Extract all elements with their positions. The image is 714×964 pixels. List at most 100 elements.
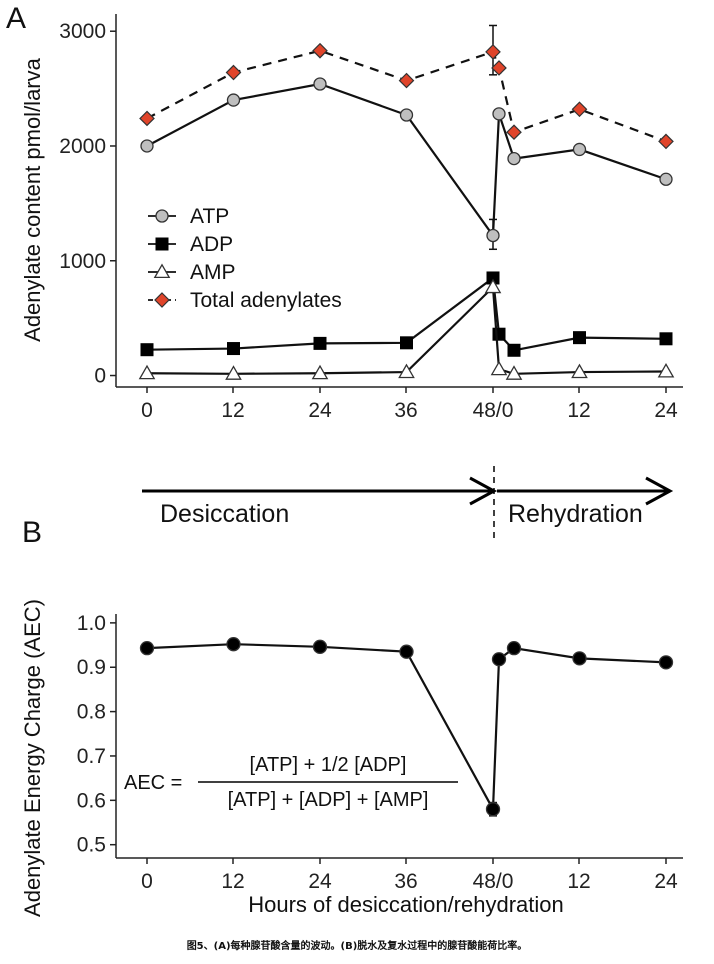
data-point xyxy=(505,365,523,380)
panel-b: B 0.5 0.6 0.7 0.8 0.9 1.0 0 12 24 36 48/0 12 24 Aden… xyxy=(20,516,683,917)
y-tick-label: 0 xyxy=(94,365,106,388)
data-point xyxy=(225,64,242,81)
data-point xyxy=(657,362,675,378)
y-tick-label: 0.9 xyxy=(77,656,106,679)
y-tick-label: 0.6 xyxy=(77,789,106,812)
desiccation-label: Desiccation xyxy=(160,500,289,528)
figure-caption: 图5、(A)每种腺苷酸含量的波动。(B)脱水及复水过程中的腺苷酸能荷比率。 xyxy=(186,941,528,952)
y-tick-label: 3000 xyxy=(59,20,106,43)
data-point xyxy=(507,343,521,357)
legend-key-marker xyxy=(155,237,169,251)
x-tick-label: 48/0 xyxy=(473,399,514,422)
data-point xyxy=(398,72,415,89)
formula-denominator: [ATP] + [ADP] + [AMP] xyxy=(228,789,429,811)
data-point xyxy=(485,44,501,60)
x-tick-label: 0 xyxy=(141,870,153,893)
data-point xyxy=(573,331,586,345)
panel-a-legend: ATP ADP AMP Total adenylates xyxy=(148,205,342,312)
x-tick-label: 36 xyxy=(394,870,417,893)
data-point xyxy=(507,151,521,166)
data-point xyxy=(398,363,415,379)
data-point xyxy=(226,93,241,107)
data-point xyxy=(491,60,507,76)
data-point xyxy=(400,336,413,350)
data-point xyxy=(312,42,328,59)
formula-numerator: [ATP] + 1/2 [ADP] xyxy=(250,754,407,776)
x-tick-label: 48/0 xyxy=(473,870,514,893)
x-tick-label: 12 xyxy=(221,399,244,422)
x-tick-label: 12 xyxy=(567,870,590,893)
data-point xyxy=(313,77,327,91)
panel-a-y-axis-title: Adenylate content pmol/larva xyxy=(20,57,45,341)
data-point xyxy=(506,124,522,141)
legend-label: AMP xyxy=(190,261,236,284)
legend-key-marker xyxy=(154,292,170,308)
x-tick-label: 12 xyxy=(567,399,590,422)
y-tick-label: 1.0 xyxy=(77,612,106,635)
x-tick-label: 24 xyxy=(654,870,678,893)
panel-b-series xyxy=(139,637,674,817)
data-point xyxy=(492,107,506,121)
panel-label-a: A xyxy=(6,2,26,35)
y-tick-label: 2000 xyxy=(59,135,106,158)
legend-key-marker xyxy=(153,263,171,279)
data-point xyxy=(658,655,674,670)
x-tick-label: 12 xyxy=(221,870,244,893)
aec-formula: AEC = [ATP] + 1/2 [ADP] [ATP] + [ADP] + … xyxy=(124,754,458,811)
data-point xyxy=(139,641,155,656)
data-point xyxy=(486,228,500,243)
phase-arrows: Desiccation Rehydration xyxy=(142,466,674,540)
panel-a-axes xyxy=(115,14,683,388)
data-point xyxy=(225,365,242,380)
panel-b-ticks: 0.5 0.6 0.7 0.8 0.9 1.0 0 12 24 36 48/0 12 24 xyxy=(77,612,678,893)
panel-label-b: B xyxy=(22,516,42,549)
data-point xyxy=(226,637,241,652)
data-point xyxy=(572,651,587,666)
data-point xyxy=(658,133,674,150)
formula-lhs: AEC = xyxy=(124,772,182,794)
data-point xyxy=(227,342,240,356)
data-point xyxy=(659,172,673,186)
rehydration-label: Rehydration xyxy=(508,500,643,528)
y-tick-label: 0.5 xyxy=(77,834,106,857)
data-point xyxy=(490,360,508,376)
data-point xyxy=(491,652,507,667)
data-point xyxy=(138,364,156,380)
legend-label: Total adenylates xyxy=(190,289,342,312)
data-point xyxy=(399,644,414,659)
x-tick-label: 0 xyxy=(141,399,153,422)
panel-b-axes xyxy=(115,614,683,859)
data-point xyxy=(139,110,155,127)
data-point xyxy=(313,336,327,350)
panel-b-x-axis-title: Hours of desiccation/rehydration xyxy=(248,892,564,917)
panel-a: A 0 1000 2000 3000 0 12 24 36 48/0 12 24 Adenylate… xyxy=(6,2,683,422)
series-line xyxy=(146,643,667,814)
data-point xyxy=(140,139,154,153)
data-point xyxy=(571,363,588,379)
legend-key-marker xyxy=(155,209,169,223)
x-tick-label: 24 xyxy=(308,870,332,893)
panel-a-ticks: 0 1000 2000 3000 0 12 24 36 48/0 12 24 xyxy=(59,20,678,422)
data-point xyxy=(399,108,414,122)
data-point xyxy=(492,327,506,341)
data-point xyxy=(485,802,501,817)
data-point xyxy=(311,364,329,380)
rehydration-arrowhead xyxy=(645,476,674,506)
y-tick-label: 0.8 xyxy=(77,701,106,724)
x-tick-label: 24 xyxy=(654,399,678,422)
x-tick-label: 24 xyxy=(308,399,332,422)
y-tick-label: 0.7 xyxy=(77,745,106,768)
panel-b-y-axis-title: Adenylate Energy Charge (AEC) xyxy=(20,599,45,917)
panel-a-series xyxy=(138,24,675,380)
y-tick-label: 1000 xyxy=(59,250,106,273)
x-tick-label: 36 xyxy=(394,399,417,422)
data-point xyxy=(140,343,154,357)
series-line xyxy=(146,49,667,143)
data-point xyxy=(572,142,587,157)
data-point xyxy=(571,101,588,118)
data-point xyxy=(312,639,328,654)
data-point xyxy=(484,278,502,294)
legend-label: ADP xyxy=(190,233,233,256)
data-point xyxy=(659,332,673,346)
